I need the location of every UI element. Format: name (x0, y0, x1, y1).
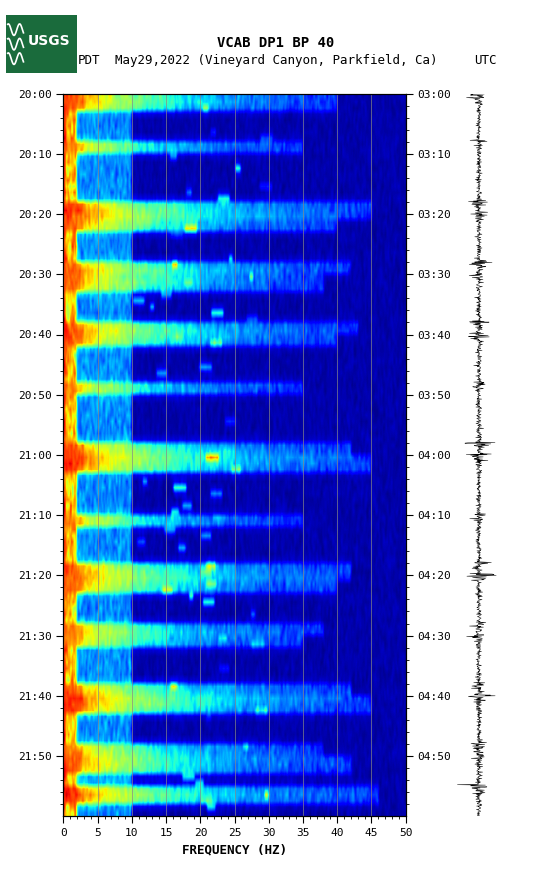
Text: UTC: UTC (475, 54, 497, 67)
Text: USGS: USGS (27, 34, 70, 48)
Text: PDT: PDT (77, 54, 100, 67)
X-axis label: FREQUENCY (HZ): FREQUENCY (HZ) (182, 844, 287, 856)
Text: VCAB DP1 BP 40: VCAB DP1 BP 40 (217, 36, 335, 50)
Text: May29,2022 (Vineyard Canyon, Parkfield, Ca): May29,2022 (Vineyard Canyon, Parkfield, … (115, 54, 437, 67)
Polygon shape (6, 15, 77, 73)
